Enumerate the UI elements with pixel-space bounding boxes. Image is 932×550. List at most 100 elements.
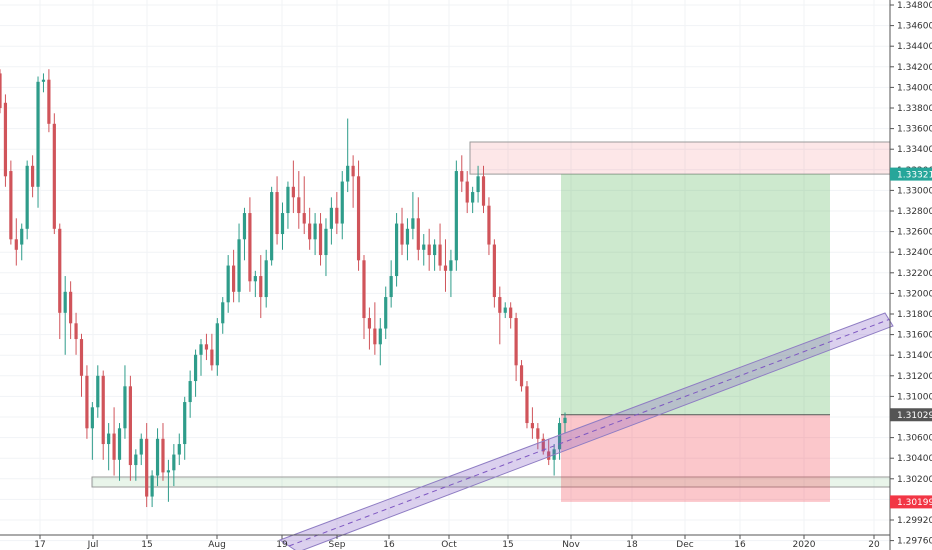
candle-body bbox=[193, 354, 198, 382]
candle-body bbox=[541, 438, 545, 452]
x-tick-label: 15 bbox=[141, 540, 152, 550]
candle-body bbox=[438, 244, 442, 266]
candle-body bbox=[69, 291, 73, 324]
price-tag bbox=[890, 495, 932, 509]
candle-body bbox=[85, 375, 89, 429]
trend-channel[interactable] bbox=[278, 312, 894, 550]
candle-body bbox=[259, 276, 263, 298]
candle-body bbox=[443, 265, 448, 271]
candle-body bbox=[155, 438, 160, 476]
candle-body bbox=[373, 328, 377, 345]
candle-body bbox=[384, 297, 388, 329]
candle-body bbox=[297, 197, 301, 214]
y-tick-label: 1.31000 bbox=[897, 392, 932, 402]
candle-body bbox=[356, 176, 361, 261]
candle-body bbox=[367, 318, 372, 329]
candle-body bbox=[63, 291, 67, 313]
y-tick-label: 1.32600 bbox=[897, 228, 932, 238]
candle-body bbox=[563, 417, 567, 424]
candle-body bbox=[41, 79, 46, 82]
candle-body bbox=[280, 213, 285, 235]
candle-body bbox=[226, 265, 230, 303]
x-tick-label: Aug bbox=[208, 540, 226, 550]
candle-body bbox=[3, 102, 8, 177]
candle-body bbox=[519, 365, 524, 387]
candle-body bbox=[449, 260, 453, 271]
x-tick-label: 18 bbox=[626, 540, 638, 550]
candle-body bbox=[405, 228, 410, 245]
x-tick-label: 2020 bbox=[793, 540, 816, 550]
y-tick-label: 1.29760 bbox=[897, 537, 932, 547]
candle-body bbox=[492, 244, 496, 298]
candle-body bbox=[9, 171, 13, 240]
candle-body bbox=[329, 207, 333, 229]
channel-band bbox=[278, 312, 894, 550]
candle-body bbox=[394, 223, 399, 277]
candle-body bbox=[536, 428, 540, 439]
candle-body bbox=[481, 176, 486, 206]
candle-body bbox=[221, 302, 225, 324]
price-tag-label: 1.30199 bbox=[897, 498, 932, 508]
resistance-zone bbox=[469, 141, 891, 175]
candle-body bbox=[557, 423, 562, 450]
candle-body bbox=[302, 213, 306, 224]
candle-body bbox=[0, 73, 2, 109]
y-tick-label: 1.32400 bbox=[897, 248, 932, 258]
candle-body bbox=[117, 428, 122, 460]
candle-body bbox=[183, 402, 187, 445]
candle-body bbox=[52, 123, 56, 229]
y-tick-label: 1.32800 bbox=[897, 207, 932, 217]
candle-body bbox=[503, 307, 507, 313]
price-tag-label: 1.33321 bbox=[897, 170, 932, 180]
candle-body bbox=[270, 192, 274, 261]
price-tags: 1.33321 1.31029 1.30199 bbox=[890, 167, 932, 509]
candle-body bbox=[101, 375, 105, 445]
candle-body bbox=[232, 265, 236, 292]
candle-body bbox=[324, 228, 328, 256]
candle-body bbox=[204, 344, 209, 350]
y-tick-label: 1.32200 bbox=[897, 269, 932, 279]
candle-body bbox=[210, 349, 214, 366]
y-tick-label: 1.34200 bbox=[897, 63, 932, 73]
y-tick-label: 1.33600 bbox=[897, 125, 932, 135]
candle-body bbox=[547, 451, 551, 460]
y-tick-label: 1.30400 bbox=[897, 454, 932, 464]
price-tag bbox=[890, 167, 932, 181]
candle-body bbox=[514, 318, 518, 366]
candle-body bbox=[20, 228, 24, 245]
x-tick-label: 20 bbox=[868, 540, 880, 550]
candle-body bbox=[351, 165, 355, 177]
target-zone bbox=[561, 174, 830, 415]
y-tick-label: 1.34600 bbox=[897, 22, 932, 32]
candle-body bbox=[74, 323, 78, 340]
candle-body bbox=[275, 192, 279, 235]
candle-body bbox=[58, 228, 62, 313]
candle-body bbox=[476, 176, 480, 193]
y-tick-label: 1.29920 bbox=[897, 516, 932, 526]
candle-body bbox=[389, 276, 393, 298]
x-tick-label: 16 bbox=[734, 540, 746, 550]
candle-body bbox=[291, 186, 295, 198]
candle-body bbox=[378, 328, 382, 345]
x-tick-label: Sep bbox=[329, 540, 346, 550]
candle-body bbox=[25, 165, 29, 229]
price-tag bbox=[890, 408, 932, 422]
candle-body bbox=[422, 244, 426, 250]
candle-body bbox=[242, 213, 247, 240]
candle-body bbox=[264, 260, 268, 298]
candle-body bbox=[128, 386, 132, 466]
candle-body bbox=[286, 186, 290, 214]
x-tick-label: Oct bbox=[441, 540, 457, 550]
y-tick-label: 1.34000 bbox=[897, 83, 932, 93]
candle-body bbox=[509, 307, 513, 319]
candle-body bbox=[248, 213, 252, 282]
candle-body bbox=[188, 381, 192, 403]
candle-body bbox=[112, 433, 116, 460]
candle-body bbox=[150, 475, 154, 497]
x-tick-label: 15 bbox=[502, 540, 513, 550]
y-tick-label: 1.34400 bbox=[897, 42, 932, 52]
candle-body bbox=[253, 276, 257, 282]
x-tick-label: Jul bbox=[87, 540, 99, 550]
y-tick-label: 1.30600 bbox=[897, 434, 932, 444]
